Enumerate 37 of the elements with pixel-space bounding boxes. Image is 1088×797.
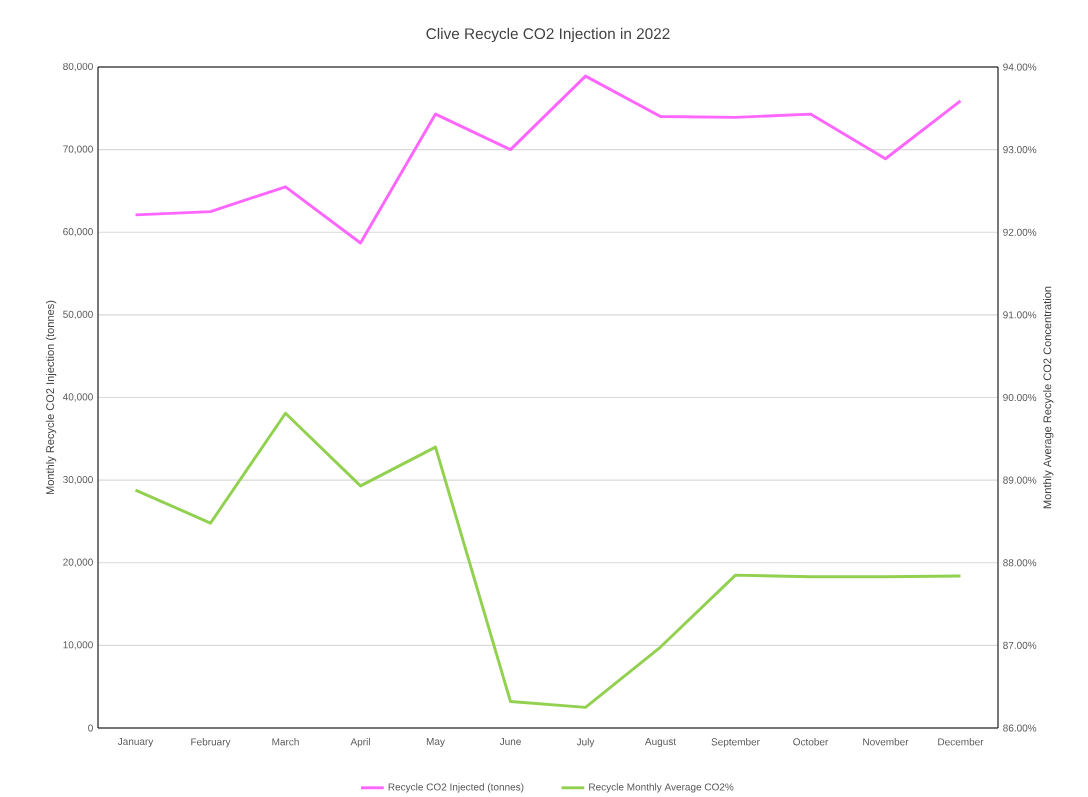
y-tick-label: 40,000 — [62, 393, 93, 402]
x-tick-label: November — [863, 738, 909, 746]
x-tick-label: May — [426, 738, 445, 747]
y-tick-label: 50,000 — [63, 310, 93, 320]
line-series — [134, 411, 962, 709]
y-tick-label: 30,000 — [63, 475, 93, 485]
legend-label: Recycle Monthly Average CO2% — [589, 783, 734, 793]
x-tick-label: September — [711, 738, 760, 748]
x-tick-label: March — [272, 738, 299, 746]
y-tick-label: 20,000 — [63, 558, 93, 567]
y2-tick-label: 89.00% — [1003, 476, 1037, 484]
x-tick-label: December — [938, 738, 984, 746]
y2-tick-label: 92.00% — [1003, 228, 1037, 236]
y-tick-label: 10,000 — [63, 641, 93, 650]
y2-axis-title: Monthly Average Recycle CO2 Concentration — [1043, 286, 1054, 509]
y2-tick-label: 88.00% — [1003, 559, 1037, 567]
y-tick-label: 80,000 — [63, 62, 93, 72]
x-tick-label: April — [350, 738, 370, 748]
y2-tick-label: 87.00% — [1003, 641, 1037, 649]
y2-tick-label: 93.00% — [1003, 146, 1037, 154]
chart-title: Clive Recycle CO2 Injection in 2022 — [426, 27, 670, 43]
legend-label: Recycle CO2 Injected (tonnes) — [388, 783, 524, 793]
y-tick-label: 60,000 — [63, 228, 93, 237]
y-tick-label: 0 — [88, 724, 93, 732]
x-tick-label: August — [644, 738, 676, 747]
x-tick-label: January — [117, 738, 154, 747]
y2-tick-label: 90.00% — [1003, 393, 1037, 402]
y2-tick-label: 94.00% — [1003, 63, 1037, 71]
y-tick-label: 70,000 — [63, 145, 93, 154]
y-axis-title: Monthly Recycle CO2 Injection (tonnes) — [45, 300, 57, 495]
y2-tick-label: 91.00% — [1003, 311, 1037, 319]
x-tick-label: July — [576, 738, 595, 748]
x-tick-label: June — [499, 738, 521, 746]
x-tick-label: February — [191, 738, 231, 748]
line-series — [134, 74, 962, 245]
x-tick-label: October — [793, 738, 829, 746]
y2-tick-label: 86.00% — [1003, 724, 1037, 732]
